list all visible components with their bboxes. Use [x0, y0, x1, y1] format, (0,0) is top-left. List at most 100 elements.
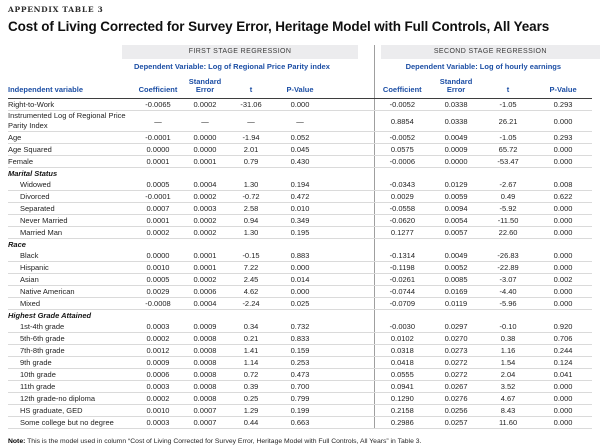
first-stage-t: 0.79	[228, 155, 274, 168]
first-stage-standard-error: 0.0002	[182, 226, 228, 239]
first-stage-standard-error: 0.0006	[182, 285, 228, 298]
column-header-t: t	[228, 73, 274, 99]
second-stage-coefficient	[374, 168, 430, 180]
second-stage-t: 22.60	[482, 226, 535, 239]
group-header-row: Marital Status	[8, 167, 592, 180]
second-stage-standard-error: 0.0338	[430, 110, 483, 132]
second-stage-t: -2.67	[482, 179, 535, 191]
first-stage-standard-error: 0.0001	[182, 155, 228, 168]
second-stage-coefficient: -0.1198	[374, 261, 431, 274]
first-stage-coefficient	[134, 239, 182, 251]
second-stage-t: -4.40	[482, 285, 535, 298]
first-stage-coefficient: -0.0001	[134, 131, 182, 144]
second-stage-t: 11.60	[482, 416, 535, 429]
column-header-p-value: P-Value	[534, 73, 593, 99]
second-stage-p-value: 0.000	[534, 110, 593, 132]
table-row: 9th grade 0.0009 0.0008 1.14 0.253 0.0418 0.02…	[8, 356, 593, 369]
section-divider	[326, 167, 375, 179]
second-stage-p-value: 0.008	[534, 179, 593, 191]
appendix-label: APPENDIX TABLE 3	[8, 5, 104, 14]
second-stage-standard-error: 0.0257	[430, 416, 483, 429]
section-divider	[326, 309, 375, 321]
second-stage-standard-error: 0.0054	[430, 214, 483, 227]
first-stage-t: 1.30	[228, 226, 274, 239]
first-stage-p-value: 0.833	[274, 332, 327, 345]
first-stage-p-value: 0.014	[274, 273, 327, 286]
row-label: Female	[8, 155, 134, 168]
first-stage-coefficient: -0.0008	[134, 297, 182, 310]
first-stage-coefficient: -0.0001	[134, 190, 182, 203]
first-stage-coefficient	[134, 310, 182, 322]
row-label: Instrumented Log of Regional Price Parit…	[8, 110, 134, 132]
first-stage-standard-error: 0.0008	[182, 392, 228, 405]
first-stage-t: 1.41	[228, 344, 274, 357]
second-stage-t: 8.43	[482, 404, 535, 417]
table-row: Mixed -0.0008 0.0004 -2.24 0.025 -0.0709 0.011…	[8, 297, 593, 310]
second-stage-standard-error: 0.0256	[430, 404, 483, 417]
second-stage-coefficient: 0.1277	[374, 226, 431, 239]
section-divider	[326, 332, 375, 345]
second-stage-t: 3.52	[482, 380, 535, 393]
second-stage-band: SECOND STAGE REGRESSION	[380, 45, 600, 59]
first-stage-standard-error: 0.0007	[182, 404, 228, 417]
second-stage-standard-error: 0.0338	[430, 98, 483, 111]
first-stage-standard-error: 0.0008	[182, 380, 228, 393]
first-stage-standard-error: 0.0003	[182, 202, 228, 215]
first-stage-standard-error: 0.0000	[182, 131, 228, 144]
first-stage-t: 2.58	[228, 202, 274, 215]
table-row: 7th-8th grade 0.0012 0.0008 1.41 0.159 0.0318…	[8, 344, 593, 357]
table-row: Right-to-Work -0.0065 0.0002 -31.06 0.000 -0.…	[8, 98, 593, 111]
first-stage-t: 0.72	[228, 368, 274, 381]
second-stage-standard-error: 0.0276	[430, 392, 483, 405]
second-stage-coefficient: -0.1314	[374, 250, 431, 262]
second-stage-standard-error	[430, 239, 482, 251]
second-stage-p-value: 0.124	[534, 356, 593, 369]
section-divider	[326, 143, 375, 156]
first-stage-coefficient: 0.0006	[134, 368, 182, 381]
second-stage-p-value: 0.000	[534, 392, 593, 405]
column-header-standard-error: Standard Error	[182, 73, 228, 99]
second-stage-p-value: 0.293	[534, 98, 593, 111]
second-stage-p-value: 0.000	[534, 380, 593, 393]
second-stage-t: -11.50	[482, 214, 535, 227]
row-label: Some college but no degree	[8, 416, 134, 429]
second-stage-coefficient: -0.0261	[374, 273, 431, 286]
first-stage-p-value: 0.045	[274, 143, 327, 156]
row-label: Age	[8, 131, 134, 144]
section-divider	[326, 155, 375, 168]
section-divider	[326, 60, 375, 73]
second-stage-t: -26.83	[482, 250, 535, 262]
first-stage-standard-error	[182, 239, 228, 251]
column-header-standard-error: Standard Error	[430, 73, 483, 99]
first-stage-p-value: 0.473	[274, 368, 327, 381]
second-stage-t: 2.04	[482, 368, 535, 381]
first-stage-t: 1.30	[228, 179, 274, 191]
second-stage-coefficient: -0.0052	[374, 98, 431, 111]
section-divider	[326, 261, 375, 274]
row-label: 5th-6th grade	[8, 332, 134, 345]
second-stage-t	[482, 310, 534, 322]
table-row: Hispanic 0.0010 0.0001 7.22 0.000 -0.1198 0.00…	[8, 261, 593, 274]
column-header-t: t	[482, 73, 535, 99]
second-stage-p-value: 0.000	[534, 250, 593, 262]
row-label: Never Married	[8, 214, 134, 227]
first-stage-p-value: 0.253	[274, 356, 327, 369]
second-stage-standard-error: 0.0057	[430, 226, 483, 239]
table-row: 12th grade-no diploma 0.0002 0.0008 0.25 0.7…	[8, 392, 593, 405]
table-row: Widowed 0.0005 0.0004 1.30 0.194 -0.0343 0.012…	[8, 179, 593, 191]
second-stage-standard-error: 0.0272	[430, 356, 483, 369]
second-stage-p-value: 0.002	[534, 273, 593, 286]
first-stage-standard-error: 0.0001	[182, 250, 228, 262]
first-stage-coefficient: 0.0002	[134, 226, 182, 239]
section-divider	[326, 214, 375, 227]
second-stage-p-value: 0.000	[534, 297, 593, 310]
second-stage-t: -5.92	[482, 202, 535, 215]
second-stage-t: 1.54	[482, 356, 535, 369]
second-stage-coefficient: -0.0709	[374, 297, 431, 310]
second-stage-standard-error: 0.0272	[430, 368, 483, 381]
group-header-row: Race	[8, 238, 592, 251]
second-stage-t: -5.96	[482, 297, 535, 310]
second-stage-dependent: Dependent Variable: Log of hourly earnin…	[405, 62, 562, 71]
table-row: 11th grade 0.0003 0.0008 0.39 0.700 0.0941 0.0…	[8, 380, 593, 393]
